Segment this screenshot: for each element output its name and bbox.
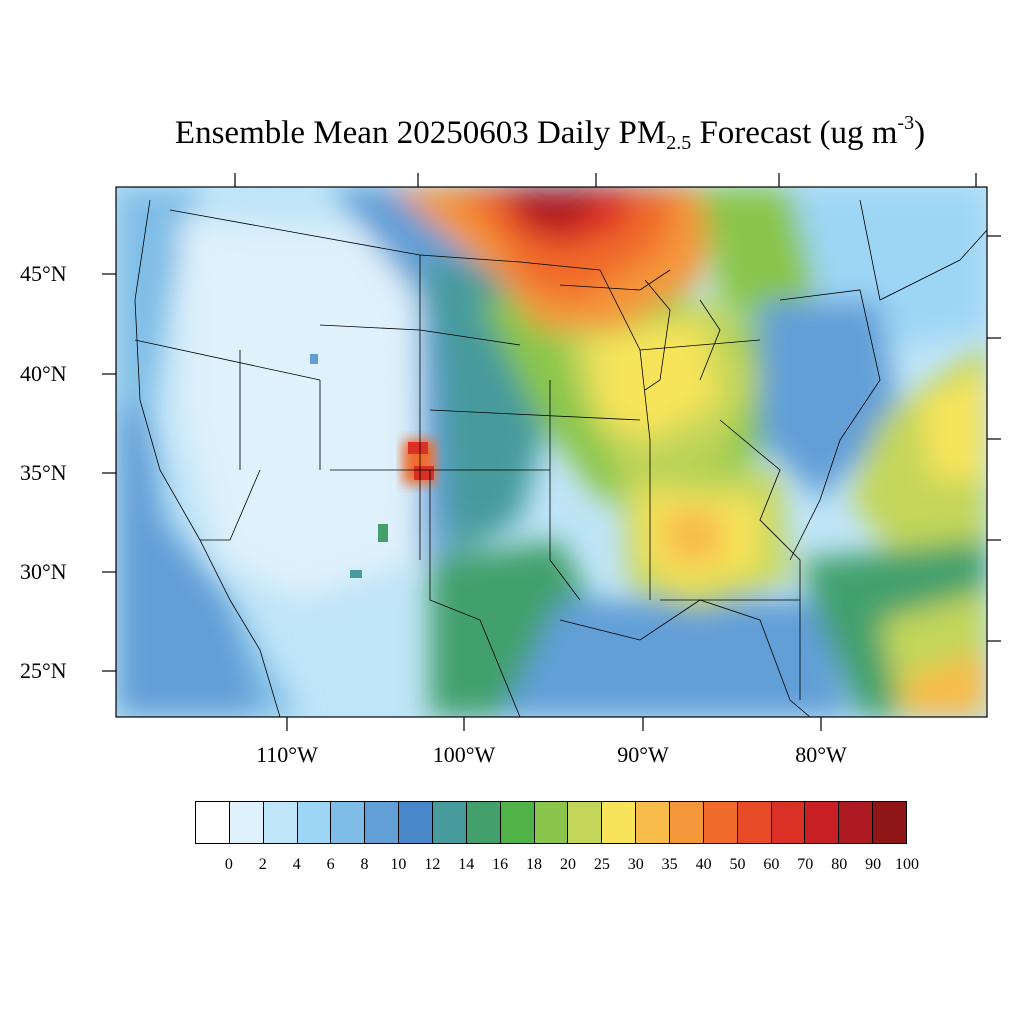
colorbar-swatch-19 — [839, 802, 874, 843]
colorbar-swatch-11 — [568, 802, 603, 843]
colorbar-label-9: 18 — [526, 856, 543, 873]
lat-label-40: 40°N — [20, 361, 67, 386]
colorbar-label-1: 2 — [258, 856, 267, 873]
colorbar-label-15: 50 — [729, 856, 746, 873]
colorbar-swatch-20 — [873, 802, 907, 843]
colorbar-swatch-2 — [263, 802, 298, 843]
colorbar — [195, 801, 907, 844]
chart-title: Ensemble Mean 20250603 Daily PM2.5 Forec… — [174, 112, 926, 154]
colorbar-swatch-7 — [433, 802, 467, 843]
colorbar-swatch-5 — [365, 802, 400, 843]
boundaries — [134, 199, 987, 717]
frame-ticks — [234, 173, 1001, 642]
colorbar-swatch-0 — [196, 802, 230, 843]
colorbar-label-17: 70 — [797, 856, 814, 873]
colorbar-label-13: 35 — [661, 856, 678, 873]
lon-label-110w: 110°W — [256, 742, 318, 767]
colorbar-swatch-6 — [399, 802, 434, 843]
colorbar-label-5: 10 — [390, 856, 407, 873]
colorbar-swatch-9 — [500, 802, 535, 843]
colorbar-label-18: 80 — [831, 856, 848, 873]
colorbar-swatch-12 — [602, 802, 637, 843]
lat-label-45: 45°N — [20, 261, 67, 286]
lon-label-90w: 90°W — [617, 742, 669, 767]
colorbar-label-14: 40 — [695, 856, 712, 873]
colorbar-label-2: 4 — [292, 856, 301, 873]
colorbar-label-11: 25 — [593, 856, 610, 873]
longitude-ticks — [286, 717, 822, 731]
colorbar-swatch-10 — [534, 802, 569, 843]
lat-label-30: 30°N — [20, 559, 67, 584]
latitude-ticks — [102, 273, 116, 672]
colorbar-label-12: 30 — [627, 856, 644, 873]
colorbar-swatch-4 — [331, 802, 366, 843]
concentration-field — [116, 187, 987, 717]
lat-label-35: 35°N — [20, 460, 67, 485]
colorbar-label-20: 100 — [895, 856, 919, 873]
colorbar-label-0: 0 — [224, 856, 233, 873]
lat-label-25: 25°N — [20, 658, 67, 683]
colorbar-swatch-15 — [703, 802, 738, 843]
colorbar-label-3: 6 — [326, 856, 335, 873]
colorbar-label-4: 8 — [360, 856, 369, 873]
colorbar-label-16: 60 — [763, 856, 780, 873]
colorbar-swatch-18 — [805, 802, 840, 843]
colorbar-swatch-8 — [466, 802, 501, 843]
colorbar-swatch-3 — [297, 802, 332, 843]
colorbar-swatch-13 — [636, 802, 671, 843]
colorbar-label-19: 90 — [865, 856, 882, 873]
colorbar-swatch-1 — [229, 802, 264, 843]
colorbar-swatch-14 — [670, 802, 704, 843]
lon-label-100w: 100°W — [432, 742, 496, 767]
colorbar-swatch-17 — [771, 802, 806, 843]
colorbar-label-6: 12 — [424, 856, 441, 873]
colorbar-label-7: 14 — [458, 856, 475, 873]
lon-label-80w: 80°W — [795, 742, 847, 767]
colorbar-label-8: 16 — [492, 856, 509, 873]
colorbar-label-10: 20 — [559, 856, 576, 873]
colorbar-swatch-16 — [737, 802, 772, 843]
